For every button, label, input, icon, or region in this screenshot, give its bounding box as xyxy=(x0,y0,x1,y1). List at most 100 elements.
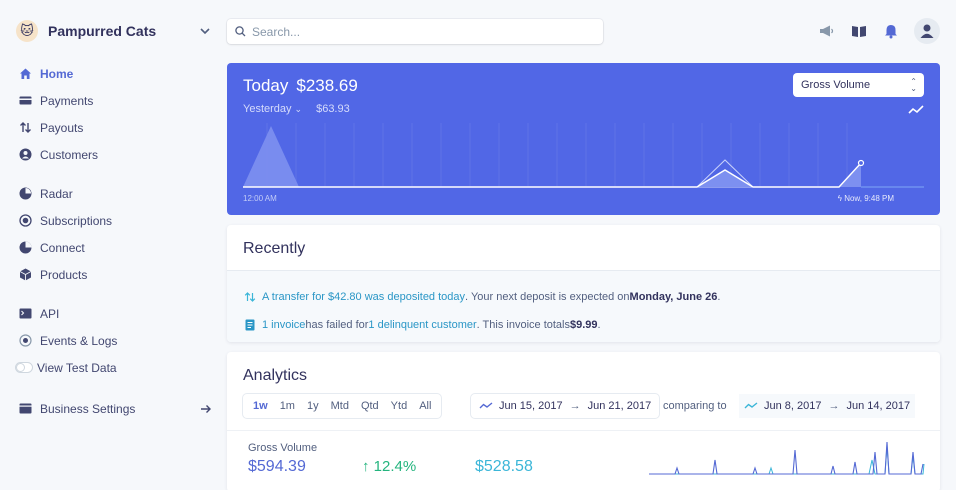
chart-time-start: 12:00 AM xyxy=(243,194,277,203)
yesterday-label: Yesterday xyxy=(243,103,292,115)
sparkline-current xyxy=(649,441,924,475)
compare-from: Jun 8, 2017 xyxy=(764,400,822,412)
search-input[interactable] xyxy=(252,24,592,39)
analytics-card: Analytics 1w 1m 1y Mtd Qtd Ytd All Jun 1… xyxy=(227,352,940,490)
sparkline-compare xyxy=(649,445,925,475)
today-amount: $238.69 xyxy=(296,76,358,95)
docs-book-icon[interactable] xyxy=(850,22,868,40)
invoice-link[interactable]: 1 invoice xyxy=(262,319,306,331)
search-bar[interactable] xyxy=(227,19,603,44)
date-from: Jun 15, 2017 xyxy=(499,400,563,412)
range-tabs: 1w 1m 1y Mtd Qtd Ytd All xyxy=(243,394,442,418)
yesterday-amount: $63.93 xyxy=(316,103,350,115)
invoice-amount: $9.99 xyxy=(569,319,598,331)
nav-primary: Home Payments Payouts Customers xyxy=(18,60,218,168)
sidebar-item-products[interactable]: Products xyxy=(18,261,218,288)
sidebar-item-label: Payouts xyxy=(40,120,84,135)
home-icon xyxy=(18,66,33,81)
today-line xyxy=(243,162,862,188)
tab-1w[interactable]: 1w xyxy=(253,400,268,412)
sidebar-item-label: Products xyxy=(40,267,88,282)
sidebar-item-label: Connect xyxy=(40,240,85,255)
tab-qtd[interactable]: Qtd xyxy=(360,400,379,412)
megaphone-icon[interactable] xyxy=(818,22,836,40)
today-card: Today $238.69 Yesterday ⌄ $63.93 Gross Vo… xyxy=(227,63,940,215)
nav-settings: Business Settings xyxy=(18,395,218,422)
sidebar-item-label: Business Settings xyxy=(40,401,136,416)
today-area xyxy=(697,170,753,187)
chart-time-now: ϟ Now, 9:48 PM xyxy=(838,194,894,203)
yesterday-toggle[interactable]: Yesterday ⌄ $63.93 xyxy=(243,103,350,115)
invoice-icon xyxy=(243,319,256,332)
sidebar: 🐱 Pampurred Cats Home Payments Payouts C… xyxy=(0,0,222,490)
chevron-down-icon xyxy=(200,28,210,35)
metric-change: ↑ 12.4% xyxy=(362,458,416,475)
date-to: Jun 21, 2017 xyxy=(587,400,652,412)
sidebar-item-label: View Test Data xyxy=(37,360,117,375)
sidebar-item-customers[interactable]: Customers xyxy=(18,141,218,168)
sidebar-item-payouts[interactable]: Payouts xyxy=(18,114,218,141)
date-range-picker[interactable]: Jun 15, 2017 → Jun 21, 2017 xyxy=(471,394,659,418)
sidebar-item-label: Customers xyxy=(40,147,99,162)
nav-developers: API Events & Logs View Test Data xyxy=(15,300,218,381)
yesterday-area xyxy=(243,126,299,187)
bolt-icon: ϟ xyxy=(837,194,845,203)
comparing-label: comparing to xyxy=(663,400,727,412)
compare-to: Jun 14, 2017 xyxy=(846,400,911,412)
connect-icon xyxy=(18,240,33,255)
account-switcher[interactable]: 🐱 Pampurred Cats xyxy=(16,18,212,44)
avatar[interactable] xyxy=(914,18,940,44)
events-icon xyxy=(18,333,33,348)
toggle-icon[interactable] xyxy=(15,360,33,375)
products-icon xyxy=(18,267,33,282)
sidebar-item-connect[interactable]: Connect xyxy=(18,234,218,261)
today-now-point xyxy=(857,159,865,167)
tab-mtd[interactable]: Mtd xyxy=(330,400,349,412)
gross-volume-sparkline xyxy=(649,441,925,475)
sidebar-item-api[interactable]: API xyxy=(18,300,218,327)
transfer-link[interactable]: A transfer for $42.80 was deposited toda… xyxy=(262,291,466,303)
sidebar-item-subscriptions[interactable]: Subscriptions xyxy=(18,207,218,234)
tab-1y[interactable]: 1y xyxy=(306,400,319,412)
bell-icon[interactable] xyxy=(882,22,900,40)
sidebar-item-label: Home xyxy=(40,66,74,81)
sidebar-item-home[interactable]: Home xyxy=(18,60,218,87)
nav-products: Radar Subscriptions Connect Products xyxy=(18,180,218,288)
sidebar-item-label: Events & Logs xyxy=(40,333,118,348)
tab-ytd[interactable]: Ytd xyxy=(390,400,408,412)
metric-select[interactable]: Gross Volume ⌃ ⌄ xyxy=(793,73,924,97)
list-item: A transfer for $42.80 was deposited toda… xyxy=(227,283,940,311)
recently-title: Recently xyxy=(227,225,940,271)
radar-icon xyxy=(18,186,33,201)
transfer-icon xyxy=(243,291,256,304)
compare-range-picker[interactable]: Jun 8, 2017 → Jun 14, 2017 xyxy=(739,394,916,418)
tab-1m[interactable]: 1m xyxy=(279,400,295,412)
delinquent-customer-link[interactable]: 1 delinquent customer xyxy=(368,319,477,331)
trend-icon xyxy=(744,402,758,409)
user-icon xyxy=(920,24,934,38)
sidebar-item-radar[interactable]: Radar xyxy=(18,180,218,207)
tab-all[interactable]: All xyxy=(419,400,432,412)
transfer-text: . Your next deposit is expected on xyxy=(465,291,630,303)
sidebar-item-events-logs[interactable]: Events & Logs xyxy=(18,327,218,354)
invoice-text: . This invoice totals xyxy=(476,319,570,331)
sidebar-item-view-test-data[interactable]: View Test Data xyxy=(15,354,218,381)
today-label: Today xyxy=(243,76,289,95)
select-arrows-icon: ⌃ ⌄ xyxy=(910,77,917,93)
chevron-down-icon: ⌄ xyxy=(294,103,303,114)
sidebar-item-payments[interactable]: Payments xyxy=(18,87,218,114)
sidebar-item-label: API xyxy=(40,306,60,321)
sidebar-item-label: Radar xyxy=(40,186,73,201)
metric-change-value: 12.4% xyxy=(373,458,417,475)
trend-icon[interactable] xyxy=(908,105,924,115)
trend-icon xyxy=(479,402,493,409)
today-chart xyxy=(243,123,924,188)
invoice-mid: has failed for xyxy=(305,319,369,331)
sidebar-item-business-settings[interactable]: Business Settings xyxy=(18,395,218,422)
metric-compare-value: $528.58 xyxy=(475,458,533,475)
transfer-end: . xyxy=(717,291,721,303)
divider xyxy=(227,430,940,431)
arrow-up-icon: ↑ xyxy=(362,458,374,475)
sidebar-item-label: Payments xyxy=(40,93,94,108)
chart-gridlines xyxy=(266,123,848,187)
